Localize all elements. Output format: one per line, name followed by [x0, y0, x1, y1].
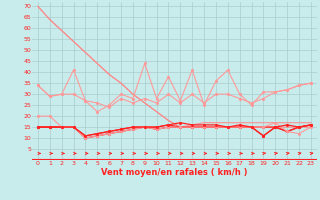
X-axis label: Vent moyen/en rafales ( km/h ): Vent moyen/en rafales ( km/h )	[101, 168, 248, 177]
